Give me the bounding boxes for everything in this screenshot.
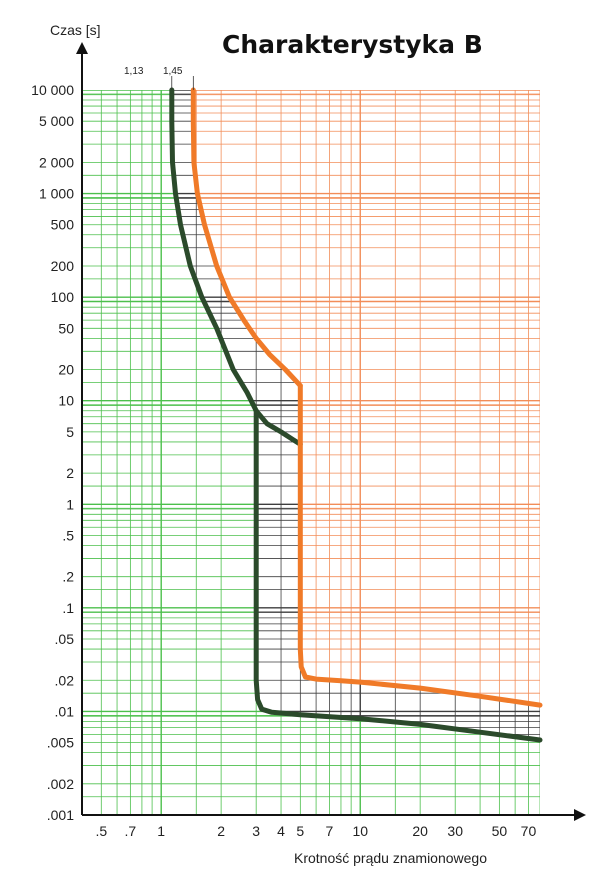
- y-tick-label: 2 000: [39, 154, 74, 170]
- curve-series-3: [253, 408, 543, 743]
- tripping-curves: [169, 87, 543, 743]
- x-tick-label: .7: [125, 823, 137, 839]
- x-axis-label: Krotność prądu znamionowego: [294, 850, 487, 866]
- grid-lines: [82, 90, 541, 815]
- x-tick-label: 4: [277, 823, 285, 839]
- y-tick-label: 5 000: [39, 113, 74, 129]
- y-axis-arrow: [76, 42, 88, 54]
- y-tick-label: 1: [66, 496, 74, 512]
- y-tick-label: 20: [58, 362, 74, 378]
- x-tick-label: 70: [521, 823, 537, 839]
- y-tick-label: .05: [55, 631, 75, 647]
- annotation-1-13: 1,13: [124, 66, 144, 77]
- curve-series-5: [297, 383, 543, 708]
- curve-series-2: [253, 408, 303, 447]
- y-tick-label: 500: [51, 217, 75, 233]
- y-tick-label: 100: [51, 289, 75, 305]
- y-tick-label: 200: [51, 258, 75, 274]
- y-tick-label: 10: [58, 393, 74, 409]
- annotation-1-45: 1,45: [163, 66, 183, 77]
- y-tick-label: 10 000: [31, 82, 74, 98]
- y-tick-label: 1 000: [39, 186, 74, 202]
- curve-series-4: [190, 87, 303, 389]
- x-tick-label: 7: [326, 823, 334, 839]
- x-tick-label: 20: [412, 823, 428, 839]
- x-tick-label: 50: [492, 823, 508, 839]
- x-tick-label: 3: [252, 823, 260, 839]
- y-tick-label: .01: [55, 703, 75, 719]
- y-tick-label: .001: [47, 807, 74, 823]
- y-tick-label: .005: [47, 735, 74, 751]
- y-tick-label: .002: [47, 776, 74, 792]
- x-tick-label: 5: [296, 823, 304, 839]
- x-tick-label: 2: [217, 823, 225, 839]
- grid-orange-zone: [193, 90, 541, 706]
- y-tick-label: 2: [66, 465, 74, 481]
- y-tick-label: .5: [62, 527, 74, 543]
- x-tick-label: 30: [447, 823, 463, 839]
- x-axis-arrow: [574, 809, 586, 821]
- x-tick-label: 10: [352, 823, 368, 839]
- x-tick-label: 1: [157, 823, 165, 839]
- y-tick-label: .1: [62, 600, 74, 616]
- x-tick-label: .5: [95, 823, 107, 839]
- chart-title: Charakterystyka B: [222, 30, 483, 59]
- curve-series-1: [169, 87, 259, 414]
- y-tick-label: .2: [62, 569, 74, 585]
- axes: [76, 42, 586, 821]
- y-axis-label: Czas [s]: [50, 22, 101, 38]
- y-tick-label: 5: [66, 424, 74, 440]
- y-tick-label: 50: [58, 320, 74, 336]
- y-tick-label: .02: [55, 672, 75, 688]
